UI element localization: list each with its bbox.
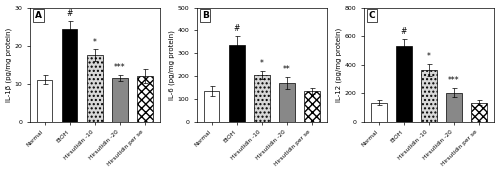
Bar [304, 91, 320, 122]
Text: *: * [260, 59, 264, 68]
Text: *: * [93, 38, 96, 47]
Text: B: B [202, 11, 209, 20]
Bar [396, 46, 411, 122]
Text: #: # [66, 9, 73, 18]
Text: *: * [427, 52, 431, 61]
Text: #: # [400, 27, 407, 36]
Bar [471, 103, 486, 122]
Bar [229, 45, 244, 122]
Bar [62, 29, 78, 122]
Bar [254, 75, 270, 122]
Bar [446, 93, 462, 122]
Bar [421, 70, 436, 122]
Bar [112, 78, 128, 122]
Text: C: C [369, 11, 376, 20]
Text: ***: *** [448, 76, 460, 85]
Y-axis label: IL-1β (pg/mg protein): IL-1β (pg/mg protein) [6, 28, 12, 102]
Bar [137, 76, 152, 122]
Text: **: ** [283, 65, 290, 74]
Bar [371, 103, 386, 122]
Y-axis label: IL-6 (pg/mg protein): IL-6 (pg/mg protein) [168, 30, 175, 100]
Bar [204, 91, 220, 122]
Text: #: # [234, 24, 240, 33]
Bar [279, 83, 294, 122]
Y-axis label: IL-12 (pg/mg protein): IL-12 (pg/mg protein) [336, 28, 342, 102]
Text: A: A [35, 11, 42, 20]
Bar [87, 55, 102, 122]
Bar [37, 80, 52, 122]
Text: ***: *** [114, 63, 126, 72]
